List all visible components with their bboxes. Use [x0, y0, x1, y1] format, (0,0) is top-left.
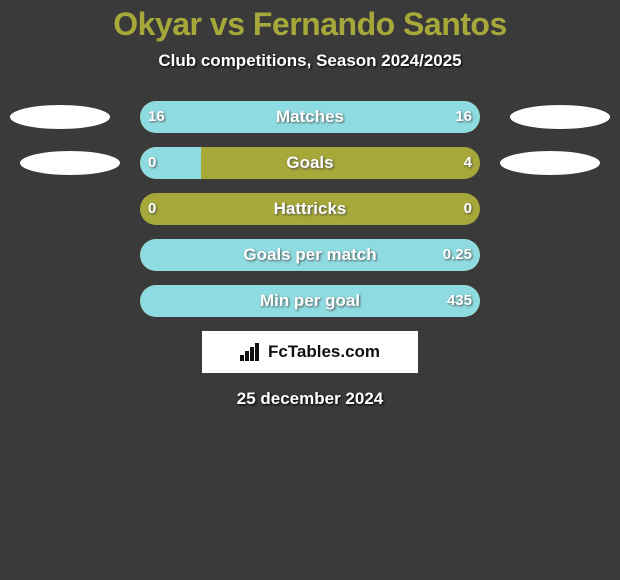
- stat-row: 16 16 Matches: [0, 101, 620, 133]
- stat-value-left: 0: [148, 193, 156, 225]
- player-left-badge: [20, 151, 120, 175]
- stat-bar-track: 0 0 Hattricks: [140, 193, 480, 225]
- stat-row: 0 4 Goals: [0, 147, 620, 179]
- page-subtitle: Club competitions, Season 2024/2025: [0, 51, 620, 71]
- player-left-badge: [10, 105, 110, 129]
- stat-bar-fill-right: [140, 239, 480, 271]
- stat-label: Hattricks: [140, 193, 480, 225]
- stats-area: 16 16 Matches 0 4 Goals 0 0: [0, 101, 620, 317]
- footer-logo-text: FcTables.com: [268, 342, 380, 362]
- stat-bar-track: 16 16 Matches: [140, 101, 480, 133]
- stat-value-right: 0: [464, 193, 472, 225]
- stat-row: 435 Min per goal: [0, 285, 620, 317]
- stat-bar-track: 0 4 Goals: [140, 147, 480, 179]
- stat-row: 0 0 Hattricks: [0, 193, 620, 225]
- stat-bar-fill-right: [140, 285, 480, 317]
- player-right-badge: [510, 105, 610, 129]
- stat-bar-fill-left: [140, 147, 201, 179]
- stat-bar-track: 435 Min per goal: [140, 285, 480, 317]
- stat-bar-fill-right: [310, 101, 480, 133]
- container: Okyar vs Fernando Santos Club competitio…: [0, 0, 620, 580]
- footer-logo: FcTables.com: [202, 331, 418, 373]
- bar-chart-icon: [240, 343, 262, 361]
- stat-value-right: 4: [464, 147, 472, 179]
- footer-date: 25 december 2024: [0, 389, 620, 409]
- stat-row: 0.25 Goals per match: [0, 239, 620, 271]
- player-right-badge: [500, 151, 600, 175]
- page-title: Okyar vs Fernando Santos: [0, 0, 620, 43]
- stat-bar-track: 0.25 Goals per match: [140, 239, 480, 271]
- stat-bar-fill-left: [140, 101, 310, 133]
